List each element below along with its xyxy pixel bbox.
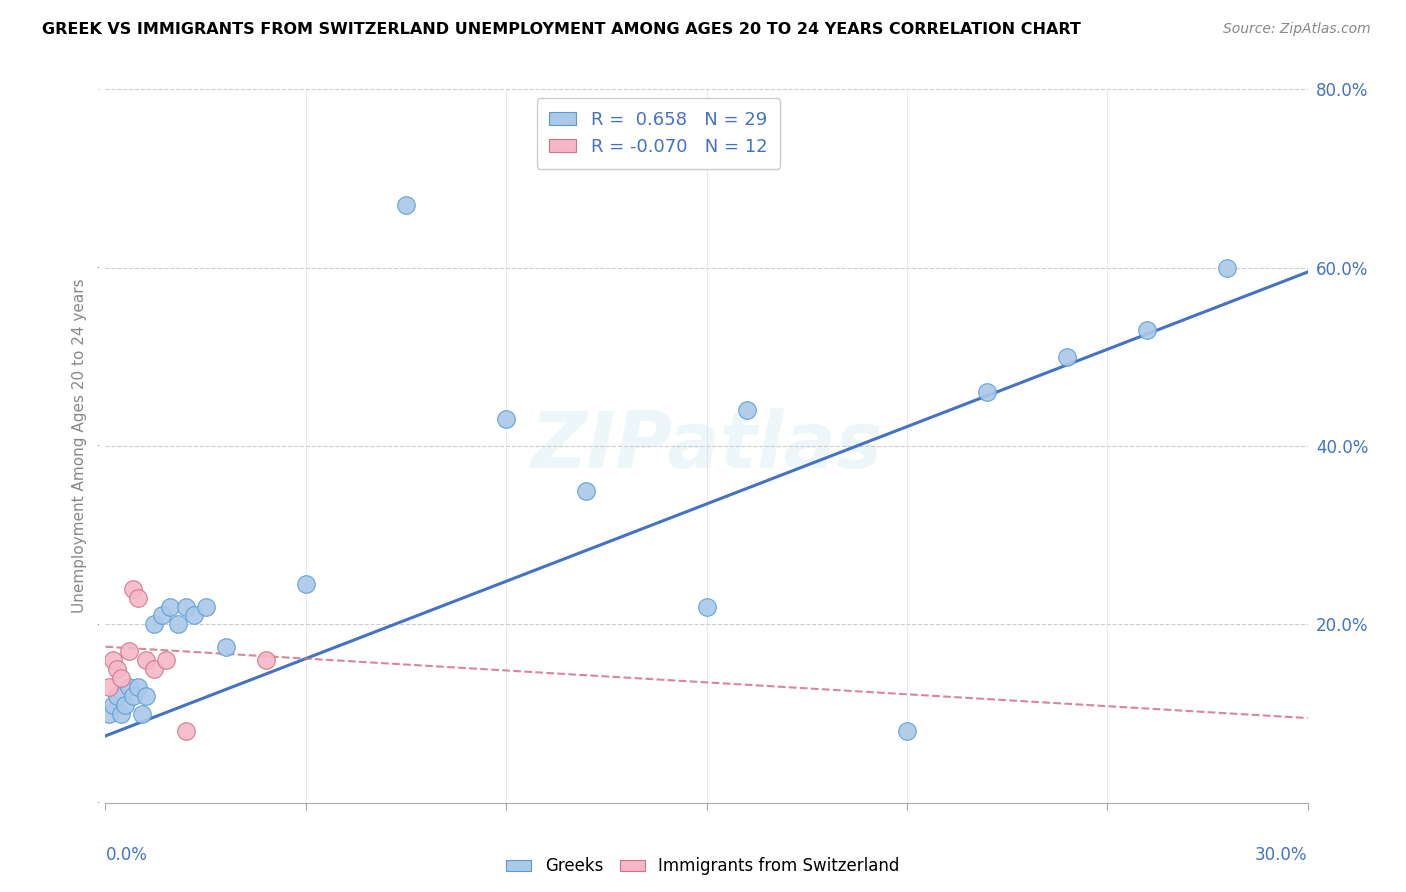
Text: GREEK VS IMMIGRANTS FROM SWITZERLAND UNEMPLOYMENT AMONG AGES 20 TO 24 YEARS CORR: GREEK VS IMMIGRANTS FROM SWITZERLAND UNE… [42,22,1081,37]
Point [295,577,318,591]
Point [174,599,197,614]
Point [976,385,998,400]
Point [735,403,758,417]
Point [696,599,718,614]
Point [142,662,165,676]
Point [107,689,129,703]
Point [214,640,236,654]
Point [122,582,145,596]
Point [122,689,145,703]
Text: 30.0%: 30.0% [1256,846,1308,863]
Text: ZIPatlas: ZIPatlas [530,408,883,484]
Point [1216,260,1239,275]
Legend: R =  0.658   N = 29, R = -0.070   N = 12: R = 0.658 N = 29, R = -0.070 N = 12 [537,98,780,169]
Point [174,724,197,739]
Point [135,653,157,667]
Text: 0.0%: 0.0% [105,846,148,863]
Point [1136,323,1159,337]
Point [127,680,149,694]
Point [194,599,217,614]
Point [98,706,121,721]
Point [395,198,418,212]
Point [159,599,181,614]
Point [254,653,277,667]
Y-axis label: Unemployment Among Ages 20 to 24 years: Unemployment Among Ages 20 to 24 years [72,278,87,614]
Point [127,591,149,605]
Point [103,653,125,667]
Point [110,706,132,721]
Point [1056,350,1078,364]
Point [118,680,141,694]
Point [166,617,188,632]
Point [98,680,121,694]
Point [135,689,157,703]
Point [131,706,153,721]
Point [110,671,132,685]
Point [155,653,177,667]
Text: Source: ZipAtlas.com: Source: ZipAtlas.com [1223,22,1371,37]
Point [495,412,517,426]
Point [150,608,173,623]
Legend: Greeks, Immigrants from Switzerland: Greeks, Immigrants from Switzerland [499,851,907,882]
Point [118,644,141,658]
Point [114,698,136,712]
Point [183,608,205,623]
Point [107,662,129,676]
Point [142,617,165,632]
Point [103,698,125,712]
Point [575,483,598,498]
Point [896,724,918,739]
